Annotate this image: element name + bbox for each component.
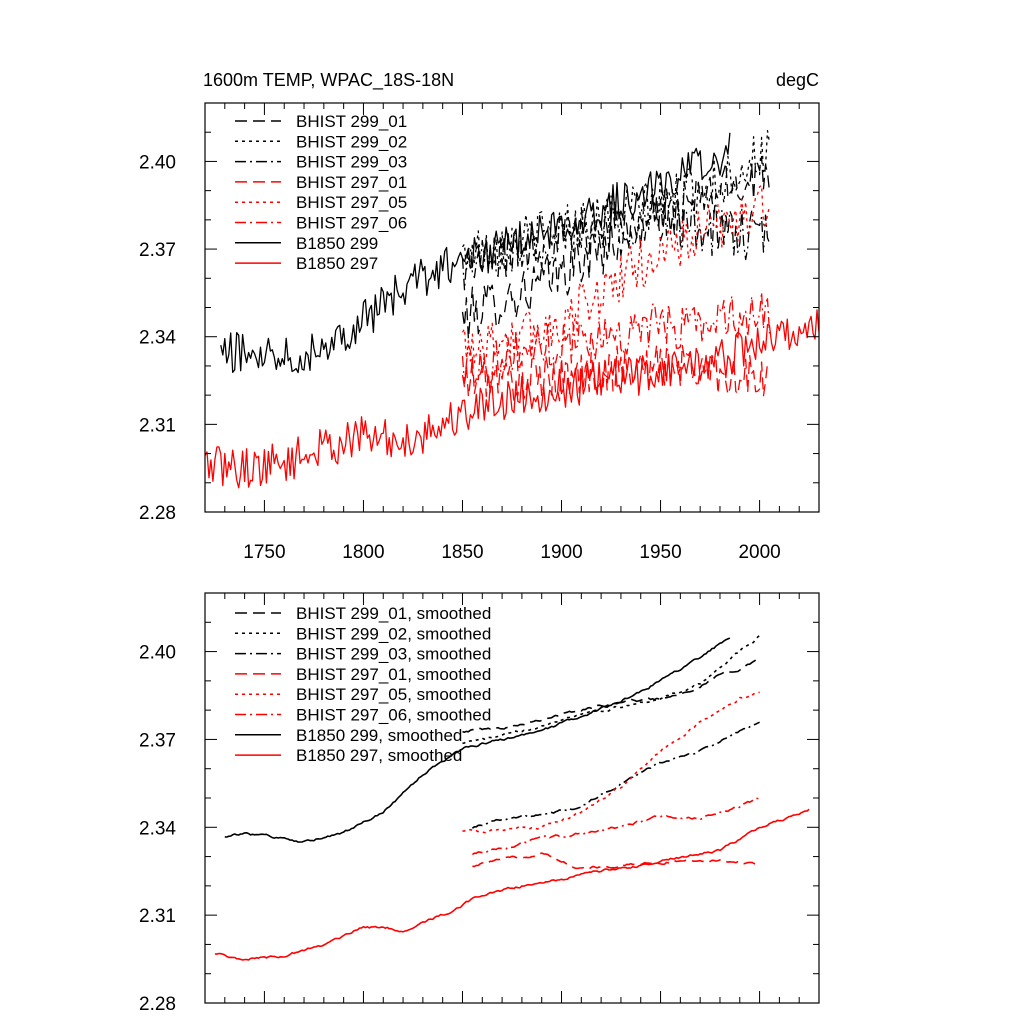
top-legend-label: BHIST 297_01 (296, 173, 407, 192)
top-xtick-label: 1900 (540, 542, 582, 563)
top-series-group (205, 129, 819, 489)
bottom-series-bhist-297-01-smoothed (472, 852, 760, 870)
bottom-series-b1850-297-smoothed (214, 808, 810, 961)
bottom-ytick-label: 2.40 (139, 643, 176, 664)
bottom-legend-label: BHIST 299_03, smoothed (296, 645, 491, 664)
top-panel: 1600m TEMP, WPAC_18S-18N degC 2.282.312.… (139, 70, 820, 563)
top-series-b1850-299 (220, 132, 731, 374)
bottom-legend-label: B1850 299, smoothed (296, 726, 462, 745)
top-legend-label: BHIST 297_06 (296, 214, 407, 233)
bottom-legend-item: BHIST 297_06, smoothed (235, 706, 491, 725)
bottom-series-bhist-299-02-smoothed (462, 634, 761, 745)
top-plot-area: 2.28 2.31 2.34 2.37 2.40 1750 1800 1850 1900 1950… (139, 102, 820, 563)
bottom-ytick-label: 2.31 (139, 906, 176, 927)
top-legend-item: BHIST 297_01 (235, 173, 407, 192)
bottom-legend-label: BHIST 297_05, smoothed (296, 685, 491, 704)
top-ytick-label: 2.40 (139, 152, 176, 173)
bottom-legend-item: BHIST 299_03, smoothed (235, 645, 491, 664)
bottom-legend-item: BHIST 299_02, smoothed (235, 624, 491, 643)
top-legend-label: BHIST 297_05 (296, 193, 407, 212)
bottom-series-bhist-297-06-smoothed (471, 797, 760, 856)
top-title-left: 1600m TEMP, WPAC_18S-18N (203, 70, 454, 91)
top-series-bhist-299-01 (461, 155, 771, 340)
top-xtick-label: 1950 (639, 542, 681, 563)
top-series-bhist-297-05 (461, 184, 771, 364)
top-ytick-label: 2.34 (139, 328, 176, 349)
bottom-series-bhist-299-03-smoothed (471, 721, 760, 829)
top-legend-item: BHIST 299_03 (235, 153, 407, 172)
top-xtick-label: 2000 (738, 542, 780, 563)
top-xtick-label: 1750 (243, 542, 285, 563)
top-legend-label: BHIST 299_02 (296, 132, 407, 151)
top-legend-item: B1850 297 (235, 254, 378, 273)
bottom-series-group (214, 634, 810, 961)
top-xtick-label: 1850 (441, 542, 483, 563)
top-series-bhist-297-06 (461, 291, 771, 385)
bottom-legend-item: BHIST 297_05, smoothed (235, 685, 491, 704)
top-series-bhist-297-01 (461, 344, 770, 403)
bottom-legend-item: BHIST 297_01, smoothed (235, 665, 491, 684)
top-series-b1850-297 (205, 309, 819, 489)
top-ytick-label: 2.31 (139, 415, 176, 436)
bottom-axis-ticks (205, 592, 820, 1004)
top-legend-label: BHIST 299_01 (296, 112, 407, 131)
top-axis-ticks (205, 102, 820, 513)
bottom-series-bhist-297-05-smoothed (462, 691, 760, 834)
top-legend-item: BHIST 299_01 (235, 112, 407, 131)
bottom-series-bhist-299-01-smoothed (462, 657, 760, 734)
bottom-plot-area: 2.28 2.31 2.34 2.37 2.40 (139, 592, 820, 1015)
bottom-ytick-label: 2.37 (139, 730, 176, 751)
bottom-legend-item: BHIST 299_01, smoothed (235, 604, 491, 623)
bottom-legend-label: BHIST 299_01, smoothed (296, 604, 491, 623)
top-ytick-label: 2.28 (139, 503, 176, 524)
bottom-legend-label: BHIST 299_02, smoothed (296, 624, 491, 643)
bottom-series-b1850-299-smoothed (224, 637, 731, 843)
bottom-legend-label: B1850 297, smoothed (296, 746, 462, 765)
bottom-legend-item: B1850 299, smoothed (235, 726, 462, 745)
bottom-ytick-label: 2.28 (139, 994, 176, 1015)
top-legend-label: B1850 299 (296, 234, 378, 253)
top-ytick-label: 2.37 (139, 240, 176, 261)
top-xtick-label: 1800 (342, 542, 384, 563)
top-legend-label: BHIST 299_03 (296, 153, 407, 172)
bottom-legend-label: BHIST 297_06, smoothed (296, 706, 491, 725)
top-legend-item: BHIST 299_02 (235, 132, 407, 151)
top-legend-item: BHIST 297_06 (235, 214, 407, 233)
bottom-legend-label: BHIST 297_01, smoothed (296, 665, 491, 684)
bottom-ytick-label: 2.34 (139, 818, 176, 839)
bottom-legend-item: B1850 297, smoothed (235, 746, 462, 765)
bottom-panel: 2.28 2.31 2.34 2.37 2.40 BHIST 299_01, smoot… (139, 592, 820, 1015)
top-legend-item: BHIST 297_05 (235, 193, 407, 212)
top-title-right: degC (776, 70, 819, 90)
top-legend-label: B1850 297 (296, 254, 378, 273)
top-legend-item: B1850 299 (235, 234, 378, 253)
